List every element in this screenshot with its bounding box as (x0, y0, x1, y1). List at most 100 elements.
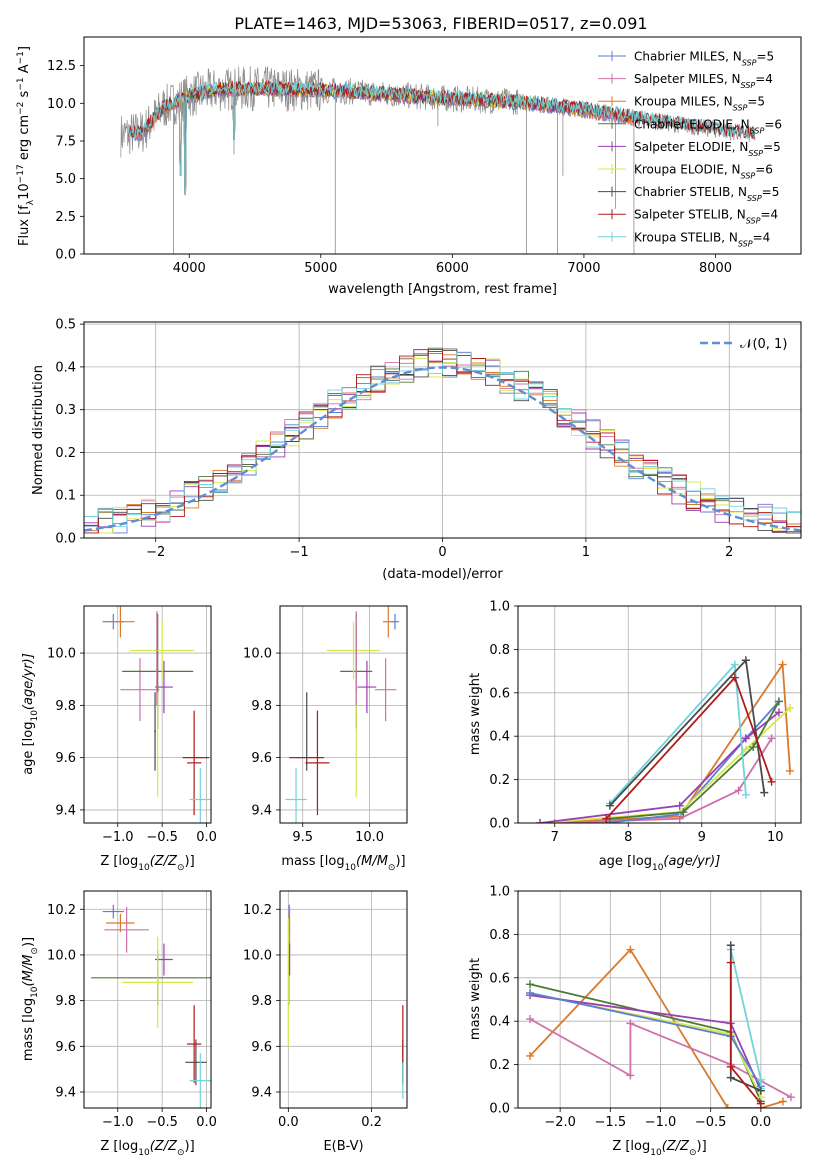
y-tick-label: 2.5 (55, 210, 76, 225)
x-tick-label: 9.5 (292, 830, 313, 845)
mass-weight-marker (626, 945, 635, 954)
plot-area (526, 941, 795, 1108)
y-tick-label: 0.1 (55, 489, 76, 504)
x-tick-label: −0.5 (146, 830, 178, 845)
y-tick-label: 0.0 (489, 1102, 510, 1117)
legend-entry: Salpeter STELIB, NSSP=4 (634, 208, 778, 226)
axes-frame (279, 605, 408, 824)
y-tick-label: 0.4 (489, 1015, 510, 1030)
x-axis-label: wavelength [Angstrom, rest frame] (328, 282, 557, 297)
legend-entry: Kroupa MILES, NSSP=5 (634, 95, 765, 113)
mass-weight-marker (786, 1093, 795, 1102)
mass-weight-marker (741, 734, 750, 743)
mass-weight-marker (734, 786, 743, 795)
plot-area (536, 656, 794, 823)
model-spectrum-line (128, 81, 637, 195)
mass-weight-line (529, 983, 762, 1102)
mass-weight-line (529, 994, 762, 1091)
x-tick-label: −1.0 (102, 1115, 134, 1130)
y-axis-label: Flux [fλ10−17 erg cm−2 s−1 A−1] (16, 46, 36, 246)
mass-weight-marker (741, 745, 750, 754)
y-tick-label: 0.4 (489, 730, 510, 745)
x-tick-label: 8000 (699, 261, 732, 276)
y-tick-label: 5.0 (55, 172, 76, 187)
spectrum-axes: 4000 5000 6000 7000 8000 0.0 2.5 5.0 7.5 10.0 12.5… (16, 36, 802, 297)
mass-weight-marker (785, 766, 794, 775)
y-tick-label: 10.0 (47, 948, 76, 963)
mass-weight-line (529, 948, 784, 1108)
mass-weight-marker (526, 1015, 535, 1024)
x-tick-label: −1.5 (595, 1115, 627, 1130)
mass-weight-marker (741, 790, 750, 799)
y-axis-label: mass weight (468, 673, 483, 755)
legend-entry: Chabrier ELODIE, NSSP=6 (634, 117, 782, 135)
plot-area (84, 347, 801, 534)
mass-vs-extinction-axes: 0.0 0.2 9.4 9.6 9.8 10.0 10.2 E(B-V) (243, 890, 408, 1154)
y-tick-label: 0.4 (55, 360, 76, 375)
figure-title: PLATE=1463, MJD=53063, FIBERID=0517, z=0… (234, 14, 647, 33)
axes-frame (83, 321, 802, 539)
y-tick-label: 9.4 (251, 803, 272, 818)
y-tick-label: 12.5 (47, 59, 76, 74)
mass-weight-marker (774, 708, 783, 717)
axes-frame (517, 890, 802, 1109)
y-axis-label: mass weight (468, 958, 483, 1040)
x-tick-label: 9 (698, 830, 706, 845)
y-tick-label: 0.2 (489, 1058, 510, 1073)
x-tick-label: 0.0 (751, 1115, 772, 1130)
y-tick-label: 10.0 (47, 97, 76, 112)
x-tick-label: −1.0 (645, 1115, 677, 1130)
x-tick-label: 6000 (436, 261, 469, 276)
mass-weight-marker (602, 814, 611, 823)
y-tick-label: 7.5 (55, 134, 76, 149)
y-tick-label: 9.8 (55, 994, 76, 1009)
x-axis-label: age [log10(age/yr)] (599, 854, 721, 873)
y-tick-label: 9.4 (55, 803, 76, 818)
x-tick-label: 0.0 (196, 1115, 217, 1130)
y-tick-label: 0.0 (55, 248, 76, 263)
mass-weight-marker (778, 660, 787, 669)
mass-weight-marker (679, 808, 688, 817)
y-tick-label: 9.8 (251, 994, 272, 1009)
plot-area (287, 904, 404, 1099)
plot-area (91, 904, 211, 1108)
axes-frame (83, 605, 212, 824)
mass-weight-marker (785, 703, 794, 712)
mass-weight-marker (675, 801, 684, 810)
mass-weight-marker (756, 1075, 765, 1084)
mass-weight-marker (526, 1051, 535, 1060)
model-spectrum-line (128, 82, 637, 195)
mass-weight-line (529, 992, 762, 1087)
mass-weight-line (529, 992, 762, 1098)
y-tick-label: 0.8 (489, 643, 510, 658)
y-tick-label: 0.3 (55, 403, 76, 418)
y-axis-label: mass [log10(M/M⊙)] (21, 937, 40, 1061)
y-tick-label: 10.0 (47, 647, 76, 662)
mass-weight-marker (726, 941, 735, 950)
x-axis-label: (data-model)/error (382, 567, 503, 582)
y-tick-label: 9.6 (55, 1040, 76, 1055)
legend-entry: Chabrier STELIB, NSSP=5 (634, 185, 779, 203)
mass-weight-marker (778, 1097, 787, 1106)
x-tick-label: −0.5 (695, 1115, 727, 1130)
mass-weight-marker (536, 819, 545, 823)
mass-weight-marker (730, 673, 739, 682)
y-tick-label: 0.0 (489, 817, 510, 832)
mass-weight-vs-age-axes: 7 8 9 10 0.0 0.2 0.4 0.6 0.8 1.0 age [log10(age/yr… (468, 600, 802, 873)
axes-frame (83, 890, 212, 1109)
mass-weight-line (606, 700, 780, 823)
plot-area (120, 66, 756, 254)
mass-weight-marker (605, 801, 614, 810)
age-vs-metallicity-axes: −1.0 −0.5 0.0 9.4 9.6 9.8 10.0 Z [log10(Z/Z⊙)] a… (21, 605, 217, 873)
mass-weight-marker (741, 656, 750, 665)
mass-weight-marker (760, 788, 769, 797)
y-tick-label: 10.0 (243, 647, 272, 662)
x-tick-label: 2 (725, 545, 733, 560)
y-tick-label: 0.5 (55, 318, 76, 333)
legend-entry: Kroupa STELIB, NSSP=4 (634, 230, 770, 248)
residual-histogram-axes: −2 −1 0 1 2 0.0 0.1 0.2 0.3 0.4 0.5 (data-model)/er… (31, 318, 802, 582)
x-tick-label: 7000 (567, 261, 600, 276)
x-tick-label: −2 (146, 545, 165, 560)
x-tick-label: −2.0 (544, 1115, 576, 1130)
